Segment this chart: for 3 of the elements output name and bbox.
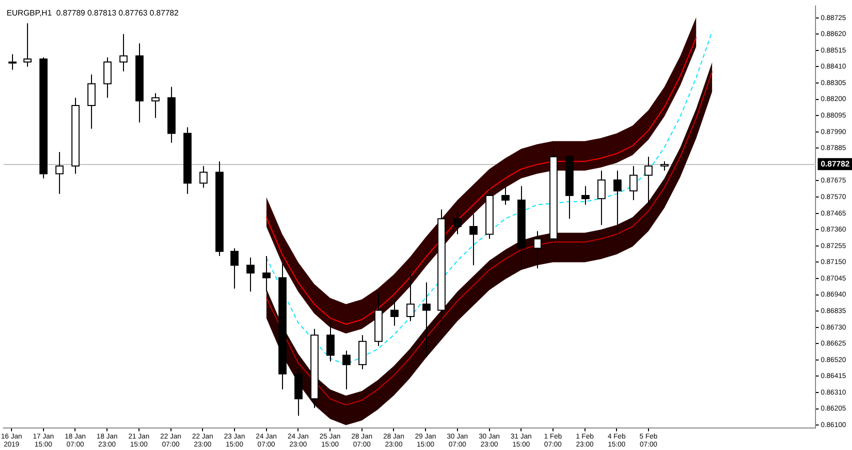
line-series	[266, 30, 713, 366]
chart-title: EURGBP,H1 0.87789 0.87813 0.87763 0.87782	[6, 8, 180, 18]
ref-line-label: 0.87782	[820, 159, 850, 168]
